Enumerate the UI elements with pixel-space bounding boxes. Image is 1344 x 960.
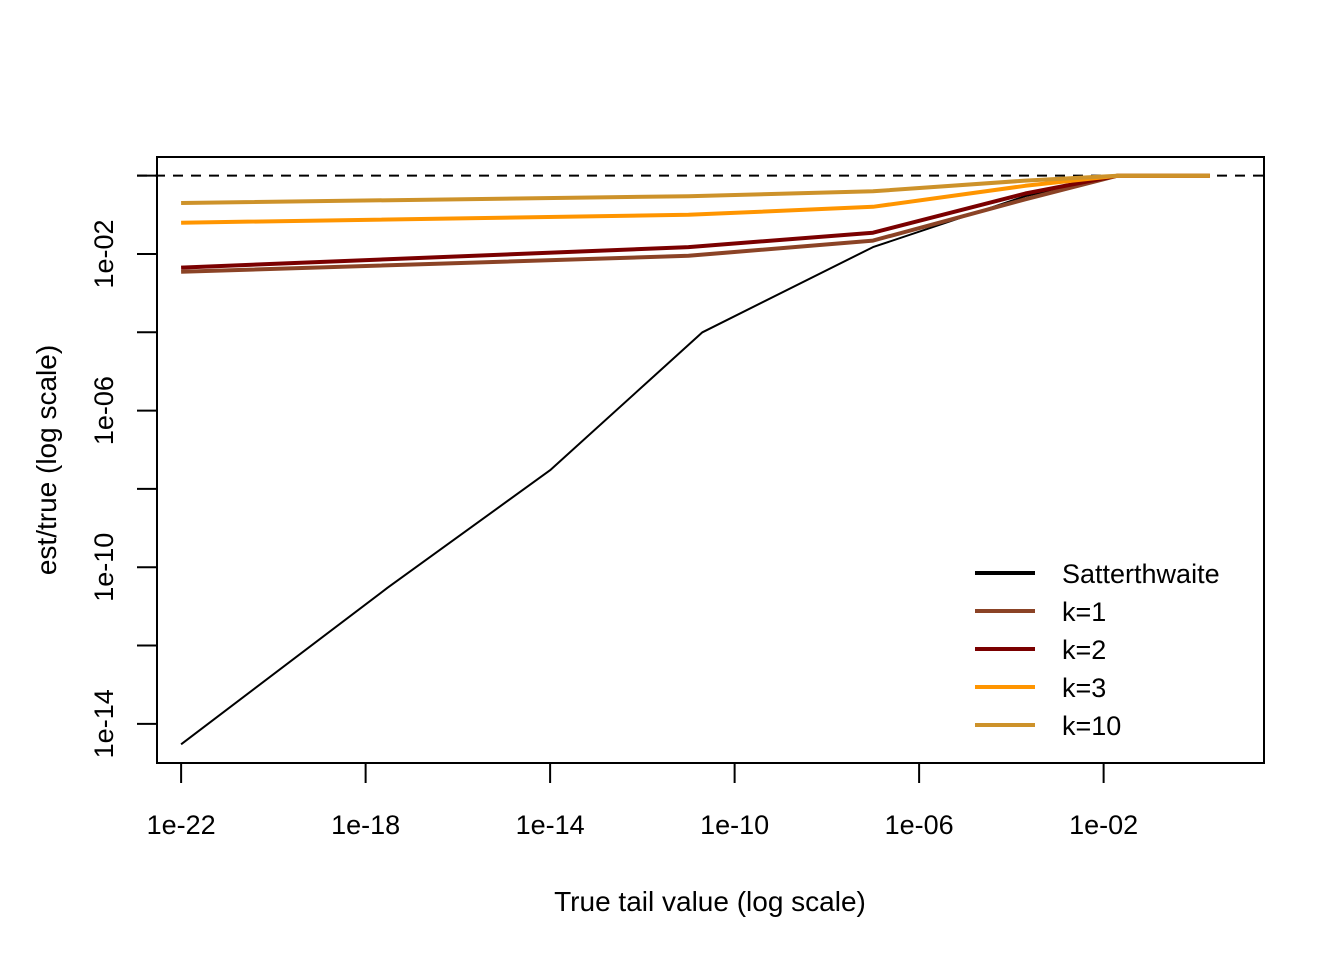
- x-axis-title: True tail value (log scale): [554, 886, 866, 917]
- y-axis: 1e-14 1e-10 1e-06 1e-02: [89, 174, 158, 758]
- x-tick-label: 1e-18: [331, 810, 400, 840]
- x-tick-label: 1e-02: [1069, 810, 1138, 840]
- y-tick-label: 1e-14: [89, 689, 119, 758]
- x-tick-label: 1e-22: [147, 810, 216, 840]
- legend-label: k=2: [1062, 635, 1106, 665]
- x-tick-label: 1e-06: [885, 810, 954, 840]
- y-tick-label: 1e-02: [89, 219, 119, 288]
- legend: Satterthwaite k=1 k=2 k=3 k=10: [975, 559, 1220, 741]
- series-layer: [180, 173, 1210, 746]
- y-tick-label: 1e-10: [89, 533, 119, 602]
- legend-label: k=1: [1062, 597, 1106, 627]
- legend-label: k=3: [1062, 673, 1106, 703]
- x-tick-label: 1e-10: [700, 810, 769, 840]
- y-axis-title: est/true (log scale): [31, 345, 62, 575]
- legend-label: k=10: [1062, 711, 1121, 741]
- series-line-k1: [181, 173, 1210, 274]
- series-line-k10: [181, 173, 1210, 205]
- legend-label: Satterthwaite: [1062, 559, 1220, 589]
- x-tick-label: 1e-14: [516, 810, 585, 840]
- y-tick-label: 1e-06: [89, 376, 119, 445]
- x-axis: 1e-22 1e-18 1e-14 1e-10 1e-06 1e-02: [147, 762, 1138, 840]
